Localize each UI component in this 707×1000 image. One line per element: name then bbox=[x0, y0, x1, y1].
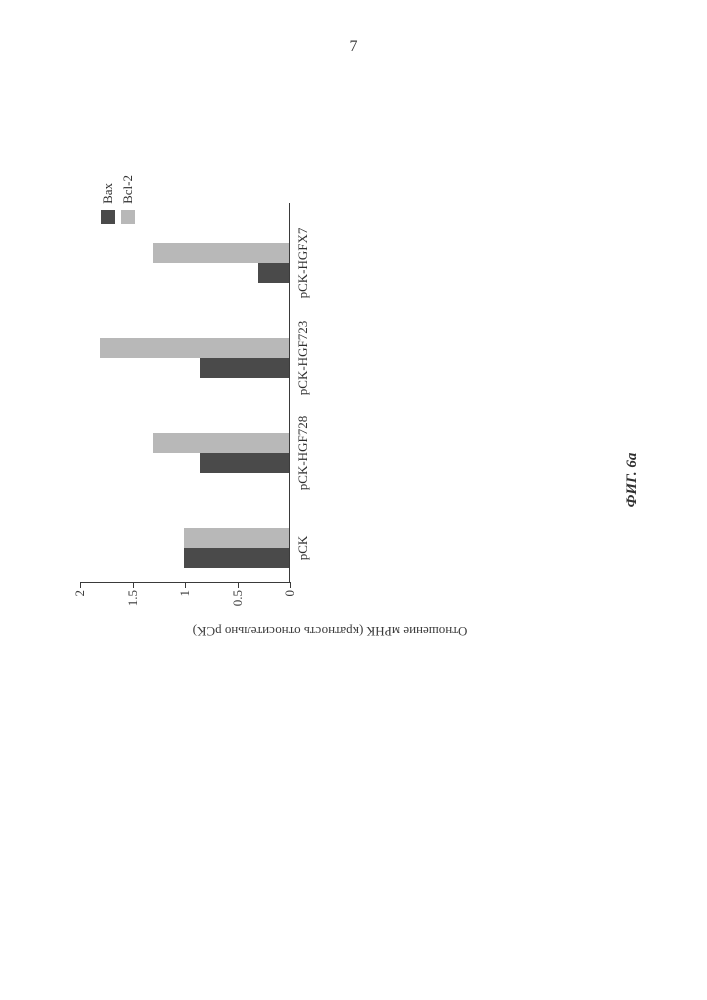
x-tick-label: pCK-HGF728 bbox=[295, 416, 311, 490]
y-tick bbox=[185, 582, 186, 588]
x-tick-label: pCK-HGFX7 bbox=[295, 228, 311, 299]
legend-entry: Bcl-2 bbox=[120, 175, 136, 224]
bar-bax bbox=[200, 358, 289, 378]
legend-label: Bcl-2 bbox=[120, 175, 136, 204]
bar-bcl-2 bbox=[153, 433, 290, 453]
y-tick bbox=[133, 582, 134, 588]
legend: Bax Bcl-2 bbox=[100, 175, 140, 224]
y-tick-label: 0.5 bbox=[230, 590, 246, 606]
y-axis-label: Отношение мРНК (кратность относительно p… bbox=[193, 623, 468, 639]
page: 7 Отношение мРНК (кратность относительно… bbox=[0, 0, 707, 1000]
y-tick bbox=[80, 582, 81, 588]
y-tick bbox=[238, 582, 239, 588]
y-tick-label: 1 bbox=[177, 590, 193, 597]
y-tick-label: 2 bbox=[72, 590, 88, 597]
legend-swatch-icon bbox=[121, 210, 135, 224]
legend-entry: Bax bbox=[100, 175, 116, 224]
bar-bax bbox=[184, 548, 289, 568]
x-tick-label: pCK bbox=[295, 536, 311, 561]
legend-label: Bax bbox=[100, 183, 116, 204]
bar-bax bbox=[258, 263, 290, 283]
chart-rotated-wrapper: Отношение мРНК (кратность относительно p… bbox=[70, 325, 590, 635]
chart: Отношение мРНК (кратность относительно p… bbox=[70, 325, 590, 635]
y-tick-label: 1.5 bbox=[125, 590, 141, 606]
bar-bcl-2 bbox=[153, 243, 290, 263]
bar-bax bbox=[200, 453, 289, 473]
x-tick-label: pCK-HGF723 bbox=[295, 321, 311, 395]
bar-bcl-2 bbox=[100, 338, 289, 358]
y-tick bbox=[290, 582, 291, 588]
legend-swatch-icon bbox=[101, 210, 115, 224]
page-number: 7 bbox=[0, 38, 707, 56]
bar-bcl-2 bbox=[184, 528, 289, 548]
plot-area: 00.511.52pCKpCK-HGF728pCK-HGF723pCK-HGFX… bbox=[80, 203, 290, 583]
y-tick-label: 0 bbox=[282, 590, 298, 597]
figure-caption: ФИГ. 6a bbox=[624, 453, 641, 508]
